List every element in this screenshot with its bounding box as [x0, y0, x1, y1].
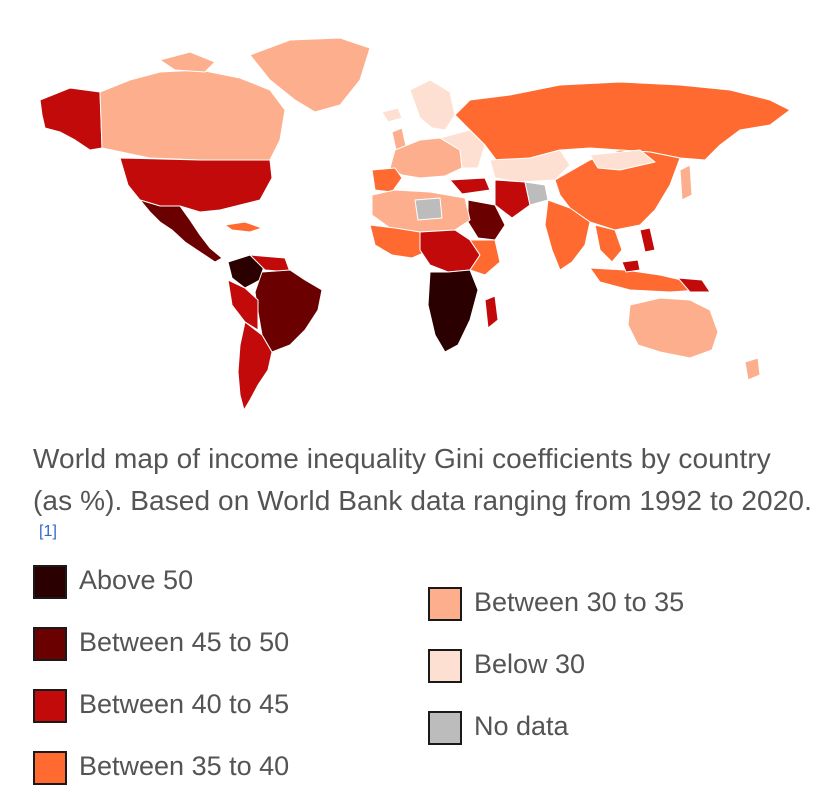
region-mexico	[139, 199, 223, 263]
legend-swatch-40-45	[33, 689, 67, 723]
region-japan	[679, 164, 693, 201]
region-alaska	[39, 87, 103, 151]
caption-text: World map of income inequality Gini coef…	[33, 443, 812, 516]
region-southern-africa	[427, 269, 479, 353]
region-canada-islands	[159, 51, 216, 73]
region-west-africa	[369, 224, 431, 259]
region-iberia	[371, 167, 403, 193]
region-india	[544, 199, 591, 271]
legend-swatch-35-40	[33, 751, 67, 785]
region-central-asia	[489, 149, 571, 183]
legend-swatch-above-50	[33, 565, 67, 599]
region-madagascar	[484, 295, 499, 329]
region-east-africa	[469, 239, 501, 276]
region-peru	[227, 279, 259, 331]
region-argentina	[237, 321, 273, 411]
reference-link[interactable]: [1]	[39, 522, 58, 540]
world-map-svg	[39, 37, 791, 411]
legend-swatch-30-35	[428, 587, 462, 621]
region-philippines	[639, 227, 656, 253]
region-australia	[627, 297, 719, 359]
legend-label-30-35: Between 30 to 35	[474, 587, 685, 617]
region-malaysia	[621, 259, 641, 273]
region-caribbean	[224, 221, 263, 233]
region-central-africa	[419, 229, 481, 273]
region-iran	[494, 179, 531, 219]
legend-label-below-30: Below 30	[474, 649, 586, 679]
legend-label-above-50: Above 50	[79, 565, 194, 595]
region-se-asia	[594, 224, 623, 263]
region-greenland	[249, 37, 371, 113]
legend-swatch-no-data	[428, 711, 462, 745]
region-canada	[99, 69, 286, 163]
region-new-zealand	[744, 357, 761, 381]
legend-label-45-50: Between 45 to 50	[79, 627, 290, 657]
region-papua	[677, 277, 711, 293]
region-turkey	[449, 177, 491, 195]
legend-swatch-45-50	[33, 627, 67, 661]
legend-swatch-below-30	[428, 649, 462, 683]
legend-label-35-40: Between 35 to 40	[79, 751, 290, 781]
map-caption: World map of income inequality Gini coef…	[33, 438, 813, 564]
world-map	[39, 37, 791, 411]
region-mongolia	[589, 149, 656, 171]
legend-label-40-45: Between 40 to 45	[79, 689, 290, 719]
legend-label-no-data: No data	[474, 711, 569, 741]
region-scandinavia	[409, 79, 456, 131]
region-libya-nodata	[414, 197, 443, 221]
region-iceland	[381, 107, 403, 123]
